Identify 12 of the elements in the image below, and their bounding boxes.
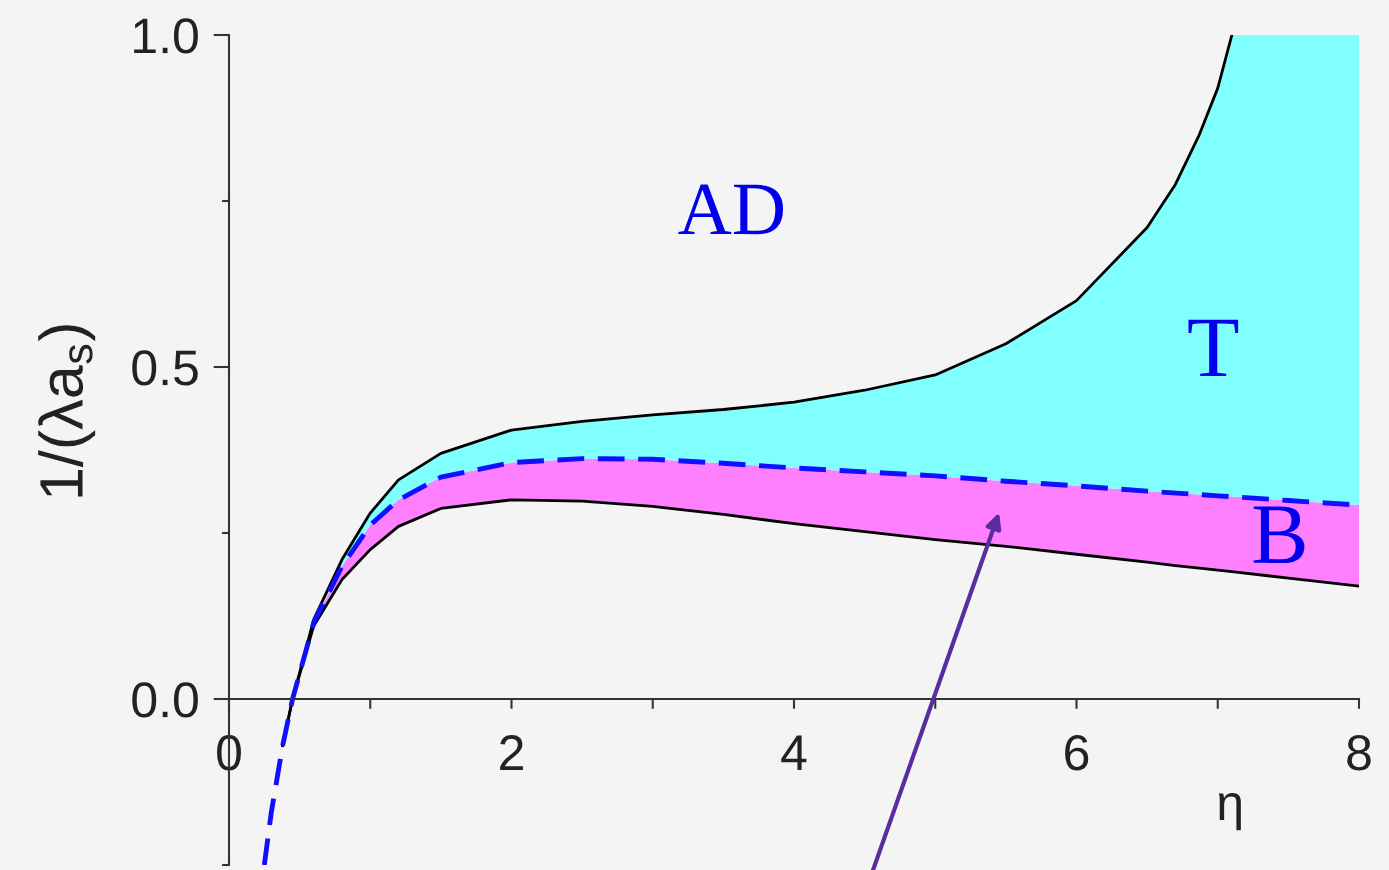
annotation: AD [678, 184, 784, 235]
y-tick-label: 1.0 [134, 18, 198, 54]
x-tick-label: 8 [1347, 735, 1371, 771]
annotation: B [1253, 506, 1305, 564]
annotation: T [1188, 319, 1239, 377]
x-tick-label: 2 [500, 735, 523, 770]
y-tick-label: 0.5 [132, 350, 198, 386]
y-axis-title: 1/(λa$_{s}$) [38, 325, 96, 497]
x-tick-label: 4 [781, 735, 807, 770]
y-tick-label: 0.0 [132, 682, 198, 718]
x-tick-label: 6 [1065, 735, 1089, 771]
x-axis-title: η [1218, 792, 1241, 831]
